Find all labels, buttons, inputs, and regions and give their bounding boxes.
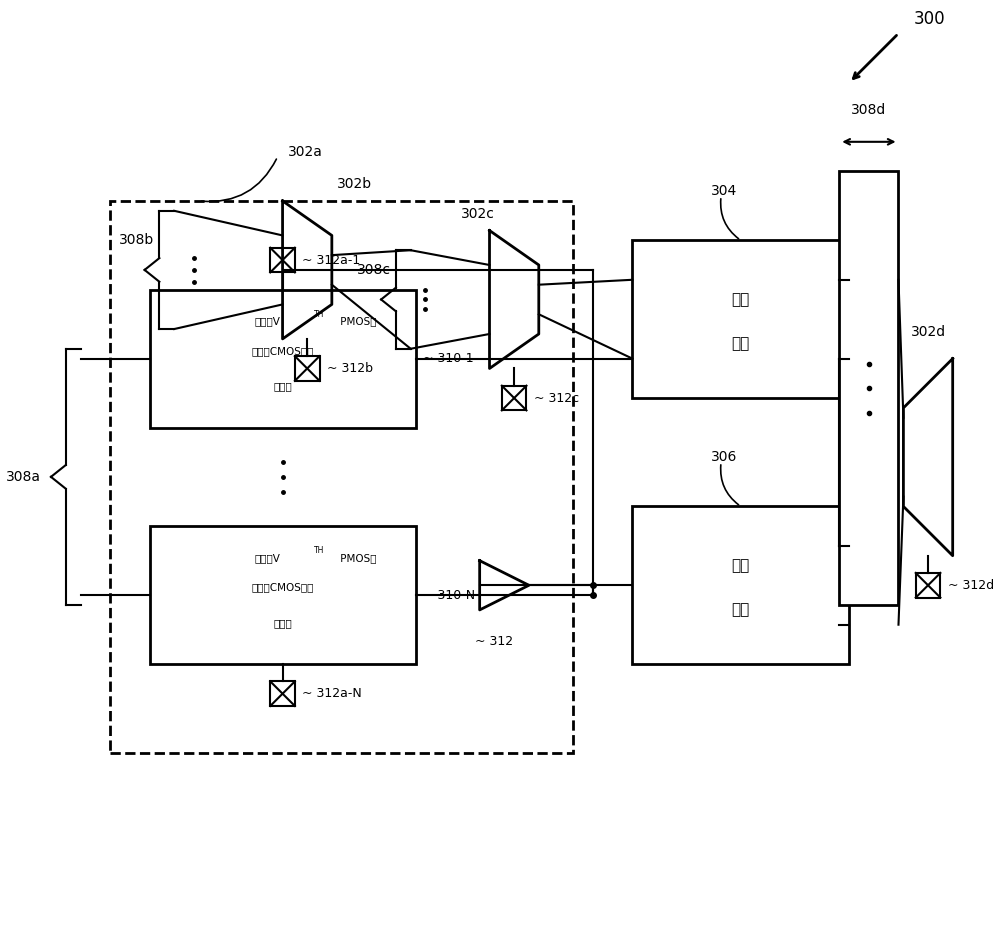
Text: TH: TH bbox=[314, 309, 324, 319]
Text: ~ 312d: ~ 312d bbox=[948, 579, 994, 592]
Text: 302d: 302d bbox=[910, 324, 946, 339]
Text: 元件: 元件 bbox=[732, 603, 750, 618]
Bar bbox=[150, 526, 416, 664]
Bar bbox=[502, 386, 526, 411]
Text: 300: 300 bbox=[913, 10, 945, 28]
Text: ~ 312c: ~ 312c bbox=[534, 392, 579, 405]
Text: PMOS晶: PMOS晶 bbox=[337, 552, 376, 563]
Bar bbox=[295, 356, 320, 381]
Text: 逻辑: 逻辑 bbox=[732, 558, 750, 573]
Text: ~ 312a-N: ~ 312a-N bbox=[302, 687, 362, 700]
Text: ~ 310-N: ~ 310-N bbox=[423, 588, 476, 602]
Text: 302c: 302c bbox=[461, 206, 494, 220]
Text: 门电路: 门电路 bbox=[273, 381, 292, 392]
Bar bbox=[839, 171, 898, 605]
Text: ~ 312b: ~ 312b bbox=[327, 362, 373, 375]
Bar bbox=[270, 681, 295, 706]
Text: PMOS晶: PMOS晶 bbox=[337, 316, 376, 326]
Text: 308b: 308b bbox=[119, 234, 154, 247]
Text: 门电路: 门电路 bbox=[273, 618, 292, 628]
Bar bbox=[632, 240, 849, 398]
Text: TH: TH bbox=[314, 546, 324, 555]
Text: 体管的CMOS传输: 体管的CMOS传输 bbox=[251, 582, 314, 592]
Text: 304: 304 bbox=[711, 184, 737, 198]
Text: 308d: 308d bbox=[851, 103, 887, 117]
Text: 具有低V: 具有低V bbox=[255, 552, 281, 563]
Text: 308c: 308c bbox=[357, 263, 391, 277]
Text: 体管的CMOS传输: 体管的CMOS传输 bbox=[251, 345, 314, 356]
Text: 302a: 302a bbox=[287, 145, 322, 159]
Text: ~ 312: ~ 312 bbox=[475, 635, 514, 648]
Bar bbox=[110, 201, 573, 753]
Text: 308a: 308a bbox=[6, 470, 41, 483]
Text: ~ 310-1: ~ 310-1 bbox=[423, 352, 474, 365]
Text: ~ 312a-1: ~ 312a-1 bbox=[302, 254, 361, 267]
Text: 306: 306 bbox=[711, 450, 738, 464]
Text: 302b: 302b bbox=[337, 177, 372, 191]
Bar bbox=[916, 573, 940, 598]
Bar bbox=[150, 289, 416, 428]
Text: 元件: 元件 bbox=[732, 337, 750, 351]
Bar bbox=[270, 248, 295, 272]
Bar bbox=[632, 506, 849, 664]
Text: 具有低V: 具有低V bbox=[255, 316, 281, 326]
Text: 逻辑: 逻辑 bbox=[732, 292, 750, 307]
